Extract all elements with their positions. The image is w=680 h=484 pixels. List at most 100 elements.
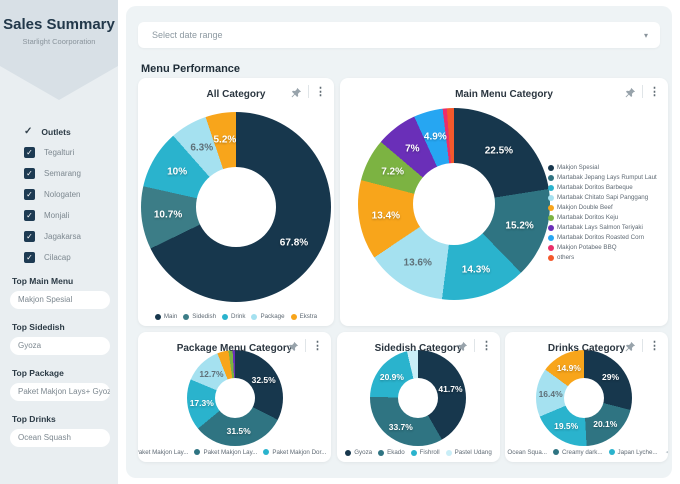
legend-item[interactable]: Ocean Squa...: [505, 449, 547, 456]
pin-icon[interactable]: [624, 340, 636, 352]
outlet-item[interactable]: ✓ Jagakarsa: [24, 231, 118, 242]
legend-item[interactable]: others: [548, 254, 657, 261]
more-options-icon[interactable]: ⋮: [649, 85, 660, 98]
legend-label: Drink: [231, 313, 246, 320]
outlet-item[interactable]: ✓ Cilacap: [24, 252, 118, 263]
legend-item[interactable]: Makjon Double Beef: [548, 204, 657, 211]
top-filter-label: Top Sidedish: [12, 322, 65, 332]
legend-label: Makjon Potabee BBQ: [557, 244, 617, 251]
chart-title: Package Menu Category: [176, 342, 293, 354]
checkbox-checked-icon[interactable]: ✓: [24, 252, 35, 263]
pin-icon[interactable]: [287, 340, 299, 352]
legend-dot: [445, 449, 452, 456]
top-filter-value[interactable]: Makjon Spesial: [10, 291, 110, 309]
slice-label: 7.2%: [381, 166, 405, 178]
top-filter-label: Top Package: [12, 368, 64, 378]
slice-label: 5.2%: [213, 134, 237, 145]
chart-card-actions: ⋮: [290, 85, 326, 98]
legend-item[interactable]: Paket Makjon Lay...: [138, 449, 188, 456]
legend-item[interactable]: Creamy dark...: [552, 449, 603, 456]
chart-card-header: All Category ⋮: [138, 78, 334, 102]
checkbox-checked-icon[interactable]: ✓: [24, 210, 35, 221]
legend-item[interactable]: Makjon Spesial: [548, 164, 657, 171]
legend-label: Martabak Chitato Sapi Panggang: [557, 194, 649, 201]
legend-label: Ekstra: [299, 313, 318, 320]
legend-label: Sidedish: [192, 313, 217, 320]
main-panel: Select date range ▾ Menu Performance All…: [126, 6, 672, 478]
pin-icon[interactable]: [624, 86, 636, 98]
legend-item[interactable]: Main: [154, 313, 178, 320]
divider: [642, 85, 643, 98]
legend-dot: [548, 234, 554, 241]
legend-item[interactable]: Paket Makjon Lay...: [194, 449, 257, 456]
legend-item[interactable]: Martabak Doritos Roasted Corn: [548, 234, 657, 241]
checkbox-checked-icon[interactable]: ✓: [24, 147, 35, 158]
legend-label: Paket Makjon Dor...: [272, 448, 327, 456]
legend-dot: [548, 174, 554, 181]
pin-icon[interactable]: [290, 86, 302, 98]
chart-legend: Makjon Spesial Martabak Jepang Lays Rumpu…: [548, 164, 657, 261]
donut-chart[interactable]: 41.7% 33.7% 20.9%: [337, 332, 500, 462]
pin-icon[interactable]: [456, 340, 468, 352]
legend-item[interactable]: Ekstra: [290, 313, 318, 320]
donut-chart[interactable]: 67.8% 10.7% 10% 6.3% 5.2%: [138, 78, 334, 326]
slice-label: 7%: [405, 143, 420, 155]
legend-label: Gyoza: [354, 449, 373, 456]
more-options-icon[interactable]: ⋮: [481, 339, 492, 352]
legend-item[interactable]: Martabak Doritos Barbeque: [548, 184, 657, 191]
outlet-item[interactable]: ✓ Semarang: [24, 168, 118, 179]
legend-label: Makjon Spesial: [557, 164, 599, 171]
legend-item[interactable]: Ekado: [378, 449, 405, 456]
legend-item[interactable]: Martabak Doritos Keju: [548, 214, 657, 221]
legend-label: Martabak Jepang Lays Rumput Laut: [557, 174, 657, 181]
legend-item[interactable]: Pastel Udang: [445, 449, 492, 456]
legend-item[interactable]: Package: [251, 313, 285, 320]
top-filter-value[interactable]: Gyoza: [10, 337, 110, 355]
top-filter-value[interactable]: Ocean Squash: [10, 429, 110, 447]
checkbox-checked-icon[interactable]: ✓: [24, 231, 35, 242]
legend-item[interactable]: Martabak Chitato Sapi Panggang: [548, 194, 657, 201]
date-range-select[interactable]: Select date range ▾: [138, 22, 660, 48]
donut-chart[interactable]: 29% 20.1% 19.5% 16.4% 14.9%: [505, 332, 668, 462]
legend-dot: [548, 164, 554, 171]
more-options-icon[interactable]: ⋮: [315, 85, 326, 98]
legend-item[interactable]: Martabak Jepang Lays Rumput Laut: [548, 174, 657, 181]
more-options-icon[interactable]: ⋮: [312, 339, 323, 352]
legend-label: Martabak Doritos Roasted Corn: [557, 234, 645, 241]
legend-label: Martabak Doritos Keju: [557, 214, 619, 221]
legend-dot: [183, 313, 190, 320]
legend-item[interactable]: Paket Makjon Dor...: [263, 449, 326, 456]
outlet-item[interactable]: ✓ Monjali: [24, 210, 118, 221]
chart-card-header: Package Menu Category ⋮: [138, 332, 331, 356]
checkbox-checked-icon[interactable]: ✓: [24, 189, 35, 200]
legend-item[interactable]: Drink: [222, 313, 245, 320]
legend-dot: [608, 449, 615, 455]
chart-card-header: Sidedish Category ⋮: [337, 332, 500, 356]
outlets-section: ✓ Outlets ✓ Tegalturi ✓ Semarang ✓ Nologaten ✓…: [0, 126, 118, 263]
slice-label: 20.1%: [593, 419, 618, 429]
outlet-item[interactable]: ✓ Tegalturi: [24, 147, 118, 158]
donut-chart[interactable]: 32.5% 31.5% 17.3% 12.7%: [138, 332, 331, 462]
legend-item[interactable]: Gyoza: [345, 449, 372, 456]
chart-legend: Paket Makjon Lay... Paket Makjon Lay... Pa…: [138, 448, 327, 456]
legend-prev-icon[interactable]: ◂: [665, 449, 668, 456]
donut-chart[interactable]: 22.5% 15.2% 14.3% 13.6% 13.4% 7.2% 7% 4.9%: [340, 78, 668, 326]
more-options-icon[interactable]: ⋮: [649, 339, 660, 352]
legend-item[interactable]: Japan Lyche...: [608, 449, 658, 456]
legend-dot: [194, 449, 201, 455]
legend-dot: [410, 449, 417, 456]
legend-label: Ocean Squa...: [507, 448, 547, 456]
slice-label: 41.7%: [438, 384, 463, 395]
legend-pager: ◂▸: [666, 448, 668, 456]
outlet-item[interactable]: ✓ Nologaten: [24, 189, 118, 200]
legend-label: Paket Makjon Lay...: [203, 448, 258, 456]
legend-item[interactable]: Martabak Lays Salmon Teriyaki: [548, 224, 657, 231]
checkbox-checked-icon[interactable]: ✓: [24, 168, 35, 179]
legend-item[interactable]: Fishroll: [410, 449, 440, 456]
legend-item[interactable]: Makjon Potabee BBQ: [548, 244, 657, 251]
top-filter-value[interactable]: Paket Makjon Lays+ Gyoza: [10, 383, 110, 401]
legend-label: Main: [163, 313, 178, 320]
legend-item[interactable]: Sidedish: [183, 313, 216, 320]
legend-dot: [345, 449, 352, 456]
